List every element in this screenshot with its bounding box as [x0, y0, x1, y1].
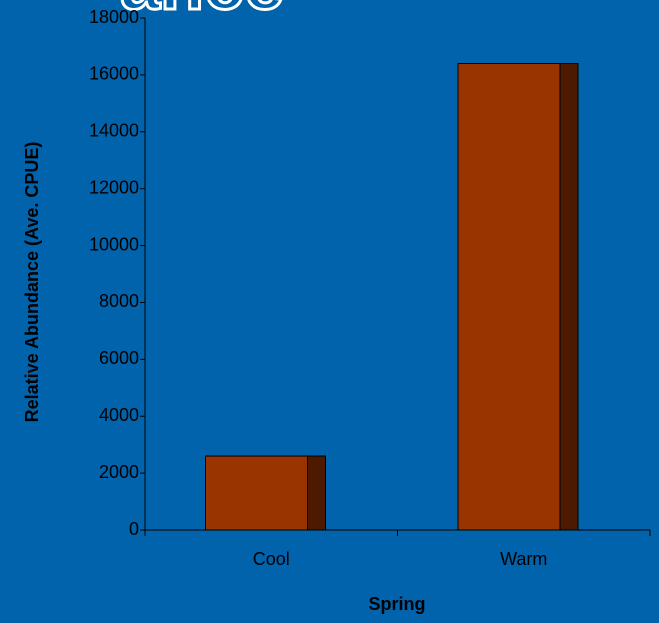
y-tick-label: 14000	[89, 121, 139, 141]
bar	[457, 63, 579, 531]
y-tick-label: 18000	[89, 7, 139, 27]
y-tick-label: 4000	[99, 405, 139, 425]
bar-side	[559, 63, 579, 531]
x-tick-label: Warm	[500, 549, 547, 569]
y-tick-label: 12000	[89, 177, 139, 197]
bar-front	[457, 63, 561, 531]
x-axis-label: Spring	[369, 594, 426, 614]
y-tick-label: 10000	[89, 234, 139, 254]
bar-front	[205, 455, 308, 531]
y-tick-label: 16000	[89, 64, 139, 84]
y-tick-label: 8000	[99, 291, 139, 311]
bar	[205, 455, 326, 531]
y-tick-label: 2000	[99, 462, 139, 482]
y-tick-label: 0	[129, 519, 139, 539]
bar-side	[307, 455, 326, 531]
y-axis-label: Relative Abundance (Ave. CPUE)	[22, 142, 42, 423]
chart-title: ance	[120, 0, 284, 25]
y-tick-label: 6000	[99, 348, 139, 368]
x-tick-label: Cool	[253, 549, 290, 569]
